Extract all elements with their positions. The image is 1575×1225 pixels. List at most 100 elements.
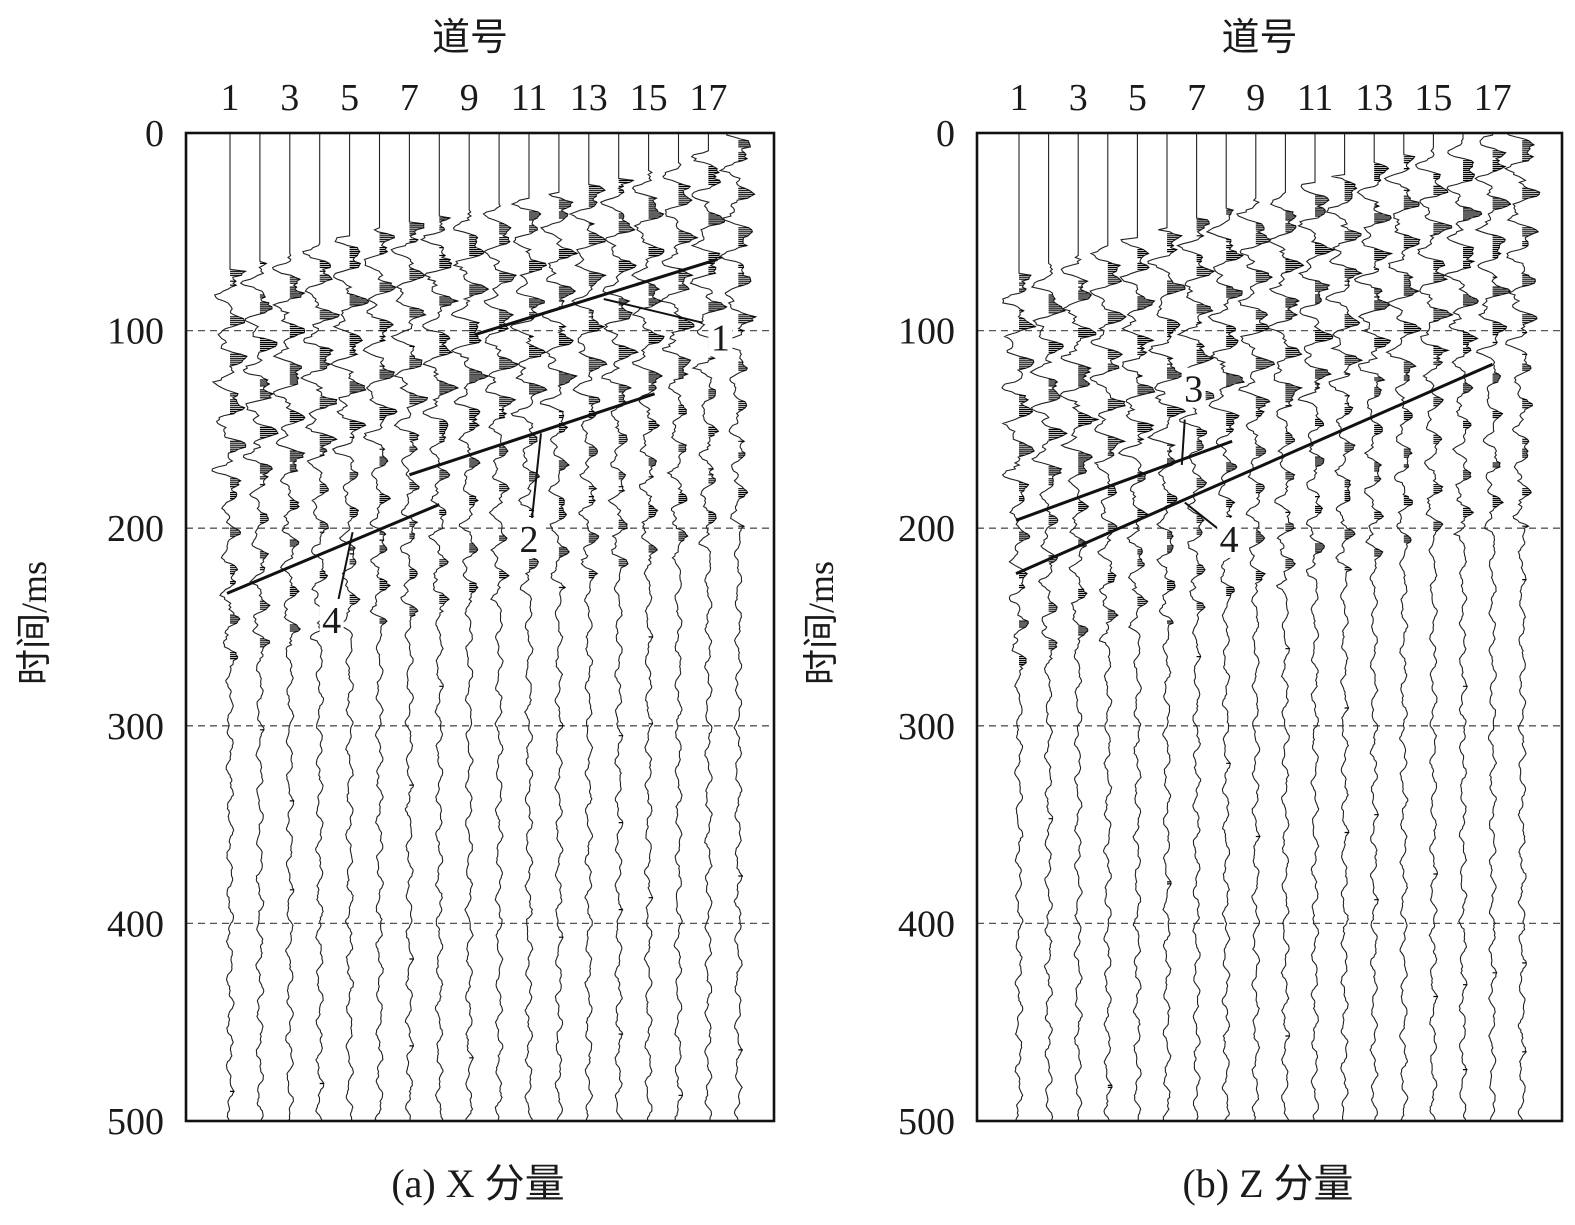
trace-7 bbox=[1176, 133, 1216, 1122]
x-tick-label: 9 bbox=[460, 77, 479, 119]
trace-5-fill bbox=[349, 247, 369, 604]
trace-18-fill bbox=[738, 140, 756, 1051]
y-tick-label: 200 bbox=[898, 508, 955, 550]
x-tick-label: 17 bbox=[1474, 77, 1512, 119]
x-tick-label: 7 bbox=[1187, 77, 1206, 119]
trace-7-fill bbox=[1196, 219, 1215, 658]
y-tick-label: 400 bbox=[898, 903, 955, 945]
annotation-label-2: 2 bbox=[520, 519, 539, 561]
trace-8 bbox=[1205, 133, 1246, 1122]
trace-8 bbox=[419, 133, 460, 1122]
trace-3-fill bbox=[1078, 280, 1098, 636]
trace-16 bbox=[1443, 133, 1483, 1121]
x-tick-label: 11 bbox=[511, 77, 548, 119]
trace-11 bbox=[509, 133, 548, 1122]
x-tick-label: 9 bbox=[1246, 77, 1265, 119]
trace-1-fill bbox=[230, 270, 247, 1092]
panel-caption: (a) X 分量 bbox=[391, 1161, 564, 1206]
trace-6 bbox=[1146, 133, 1187, 1122]
annotation-leader-1 bbox=[603, 298, 703, 324]
trace-5-fill bbox=[1137, 249, 1155, 606]
trace-2-fill bbox=[259, 262, 278, 731]
x-tick-label: 7 bbox=[400, 77, 419, 119]
trace-13 bbox=[1353, 133, 1394, 1122]
annotation-label-4: 4 bbox=[322, 600, 341, 642]
y-tick-label: 300 bbox=[107, 706, 164, 748]
y-tick-label: 300 bbox=[898, 706, 955, 748]
trace-12-fill bbox=[1344, 181, 1362, 834]
traces bbox=[1001, 132, 1541, 1122]
trace-7-fill bbox=[409, 223, 428, 1047]
annotation-label-4: 4 bbox=[1220, 519, 1239, 561]
trace-9 bbox=[450, 133, 490, 1122]
x-tick-label: 5 bbox=[1128, 77, 1147, 119]
annotation-leader-3 bbox=[1180, 419, 1186, 466]
trace-15-fill bbox=[648, 197, 664, 899]
trace-10 bbox=[1267, 133, 1305, 1122]
trace-11-fill bbox=[1315, 195, 1335, 553]
y-tick-label: 400 bbox=[107, 903, 164, 945]
annotation-bg bbox=[1181, 367, 1206, 408]
trace-14 bbox=[599, 133, 639, 1122]
event-line-2 bbox=[408, 392, 656, 477]
panel-z-component: 道号1 3 5 7 9 11 13 15 170100200300400500时间/ms(b) … bbox=[801, 17, 1564, 1206]
trace-4 bbox=[1089, 133, 1127, 1122]
x-tick-label: 5 bbox=[340, 77, 359, 119]
annotation-bg bbox=[319, 598, 344, 639]
x-tick-label: 15 bbox=[630, 77, 668, 119]
x-tick-label: 1 bbox=[1010, 77, 1029, 119]
trace-9 bbox=[1236, 133, 1276, 1122]
trace-4-fill bbox=[319, 260, 340, 1085]
annotation-bg bbox=[1217, 517, 1242, 558]
trace-3-fill bbox=[289, 276, 305, 891]
trace-1-fill bbox=[1019, 274, 1036, 666]
trace-18-fill bbox=[1522, 140, 1540, 1053]
y-tick-label: 0 bbox=[145, 113, 164, 155]
event-line-4 bbox=[1015, 362, 1494, 576]
y-tick-label: 100 bbox=[898, 311, 955, 353]
annotation-label-1: 1 bbox=[711, 317, 730, 359]
trace-2 bbox=[1029, 133, 1068, 1122]
x-tick-label: 3 bbox=[1069, 77, 1088, 119]
plot-frame bbox=[975, 131, 1564, 1123]
event-line-1 bbox=[474, 258, 718, 336]
traces bbox=[211, 132, 758, 1122]
x-tick-label: 13 bbox=[570, 77, 608, 119]
annotation-bg bbox=[517, 517, 541, 558]
trace-9-fill bbox=[1255, 223, 1275, 838]
trace-4-fill bbox=[1107, 262, 1126, 1088]
trace-16-fill bbox=[678, 183, 698, 1096]
trace-12 bbox=[1325, 133, 1364, 1122]
y-axis-title: 时间/ms bbox=[14, 561, 54, 685]
x-tick-label: 17 bbox=[689, 77, 727, 119]
annotation-leader-2 bbox=[530, 433, 542, 519]
x-axis-title: 道号 bbox=[1221, 17, 1297, 59]
trace-14 bbox=[1383, 133, 1422, 1122]
y-tick-label: 500 bbox=[898, 1101, 955, 1143]
x-tick-label: 3 bbox=[280, 77, 299, 119]
trace-16-fill bbox=[1463, 160, 1482, 1071]
trace-17 bbox=[1474, 133, 1512, 1122]
trace-12 bbox=[539, 133, 579, 1121]
panel-caption: (b) Z 分量 bbox=[1182, 1161, 1353, 1206]
trace-5 bbox=[1117, 133, 1156, 1122]
trace-6-fill bbox=[1167, 233, 1186, 885]
trace-1 bbox=[1001, 133, 1037, 1122]
x-tick-label: 11 bbox=[1297, 77, 1334, 119]
trace-16 bbox=[659, 133, 699, 1122]
plot-frame bbox=[184, 131, 776, 1123]
trace-6-fill bbox=[379, 233, 397, 624]
event-line-4 bbox=[226, 503, 440, 595]
trace-3 bbox=[272, 133, 306, 1122]
x-axis-title: 道号 bbox=[432, 17, 508, 59]
trace-12-fill bbox=[558, 199, 578, 938]
trace-2 bbox=[239, 133, 279, 1122]
trace-10 bbox=[482, 133, 520, 1122]
trace-1 bbox=[211, 133, 248, 1121]
panel-x-component: 道号1 3 5 7 9 11 13 15 170100200300400500时间/ms(a) … bbox=[14, 17, 776, 1206]
trace-15-fill bbox=[1433, 173, 1453, 998]
trace-13-fill bbox=[1374, 164, 1392, 901]
trace-8-fill bbox=[439, 217, 458, 687]
trace-15 bbox=[631, 133, 665, 1122]
